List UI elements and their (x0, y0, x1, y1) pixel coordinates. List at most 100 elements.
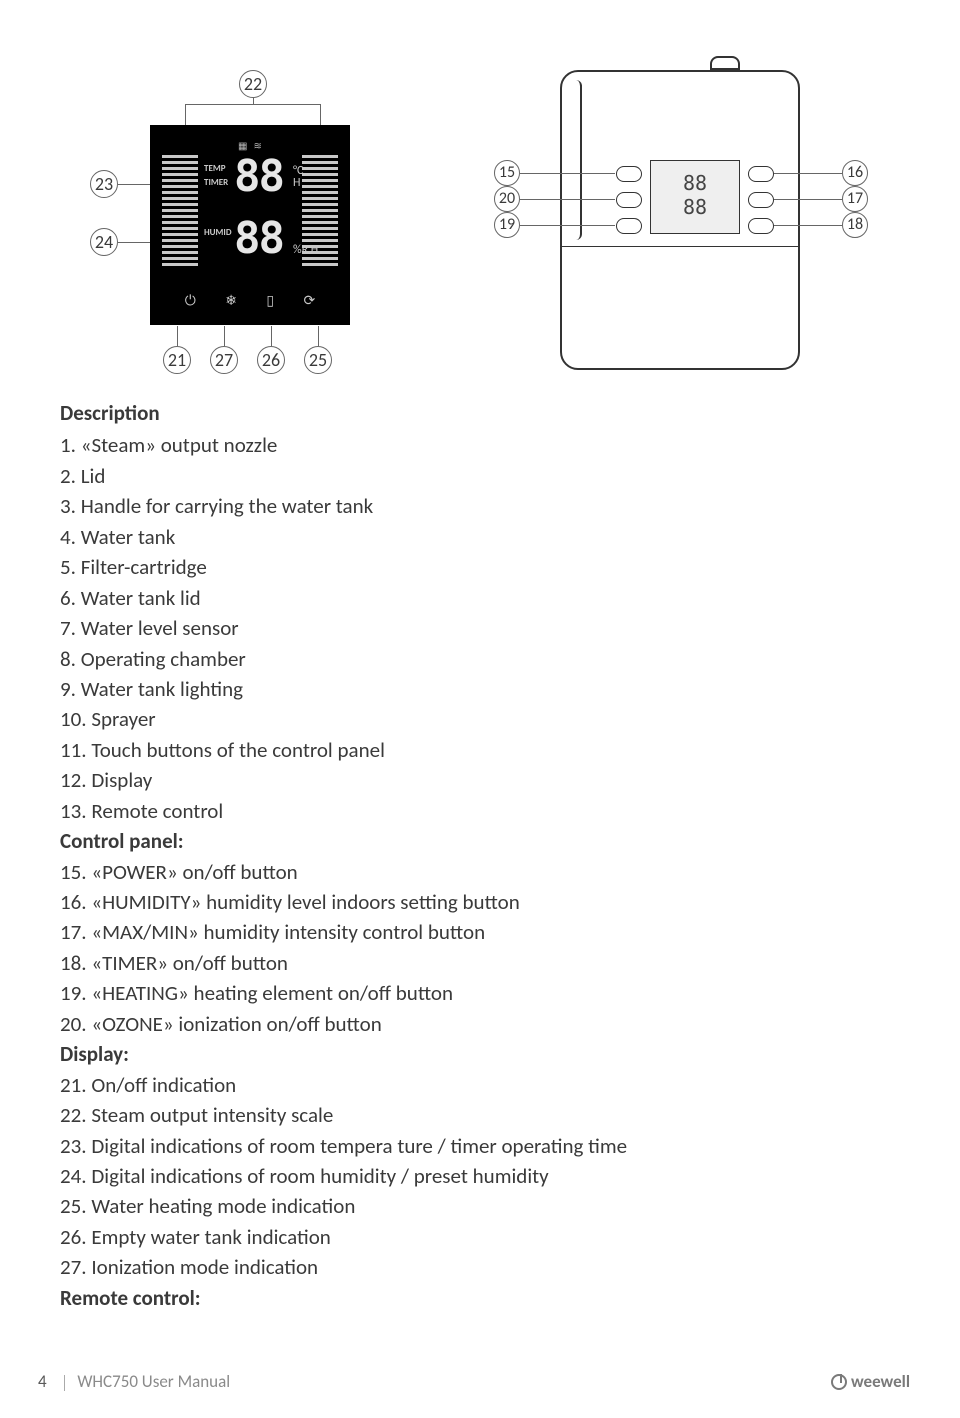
device-button-right-3 (748, 218, 774, 234)
callout-27: 27 (210, 346, 238, 374)
unit-hours: H (293, 177, 303, 189)
list-item: 13. Remote control (60, 796, 900, 826)
callout-23: 23 (90, 170, 118, 198)
callout-22: 22 (239, 70, 267, 98)
device-button-left-2 (616, 192, 642, 208)
callout-20-label: 20 (494, 186, 520, 212)
list-item: 23. Digital indications of room tempera … (60, 1131, 900, 1161)
leader-line (774, 173, 842, 174)
brand-logo: weewell (831, 1371, 910, 1392)
segment-bottom: 88 (234, 217, 283, 261)
callout-23-label: 23 (90, 170, 118, 198)
list-item: 19. «HEATING» heating element on/off but… (60, 978, 900, 1008)
list-item: 1. «Steam» output nozzle (60, 430, 900, 460)
mini-seg-bot: 88 (651, 195, 739, 219)
callout-15-label: 15 (494, 160, 520, 186)
list-item: 3. Handle for carrying the water tank (60, 491, 900, 521)
heading-remote-control: Remote control: (60, 1283, 900, 1313)
brand-text: weewell (851, 1371, 910, 1392)
leader-line (224, 326, 225, 346)
leader-line (520, 199, 615, 200)
list-item: 15. «POWER» on/off button (60, 857, 900, 887)
footer-divider (64, 1375, 65, 1391)
list-item: 24. Digital indications of room humidity… (60, 1161, 900, 1191)
list-item: 26. Empty water tank indication (60, 1222, 900, 1252)
device-button-left-1 (616, 166, 642, 182)
mini-seg-top: 88 (651, 171, 739, 195)
callout-19: 19 (494, 212, 520, 238)
heading-description: Description (60, 398, 900, 428)
nozzle (710, 56, 740, 70)
diagram-row: 22 23 24 21 27 26 25 ▦ (60, 40, 900, 380)
list-item: 11. Touch buttons of the control panel (60, 735, 900, 765)
list-item: 2. Lid (60, 461, 900, 491)
device-seam (560, 246, 800, 247)
callout-17: 17 (842, 186, 868, 212)
list-item: 9. Water tank lighting (60, 674, 900, 704)
callout-19-label: 19 (494, 212, 520, 238)
leader-line (318, 326, 319, 346)
leader-line (253, 97, 254, 105)
bottom-icons-row: ⏻ ❄ ▯ ⟳ (170, 292, 330, 309)
heading-display: Display: (60, 1039, 900, 1069)
leader-line (271, 326, 272, 346)
list-item: 20. «OZONE» ionization on/off button (60, 1009, 900, 1039)
mini-screen: 88 88 (650, 160, 740, 234)
unit-rh: %R H (293, 244, 318, 256)
footer-title: WHC750 User Manual (77, 1371, 230, 1392)
label-temp: TEMP (204, 163, 226, 174)
page-footer: 4 WHC750 User Manual weewell (38, 1371, 910, 1392)
list-item: 6. Water tank lid (60, 583, 900, 613)
ion-icon: ❄ (225, 292, 237, 309)
page-number: 4 (38, 1371, 47, 1392)
footer-left: 4 WHC750 User Manual (38, 1371, 230, 1392)
power-icon: ⏻ (185, 292, 196, 309)
leader-line (185, 104, 186, 126)
display-panel-diagram: 22 23 24 21 27 26 25 ▦ (60, 70, 420, 380)
callout-24: 24 (90, 228, 118, 256)
brand-mark-icon (831, 1374, 847, 1390)
callout-24-label: 24 (90, 228, 118, 256)
device-diagram: 88 88 15 20 19 16 17 18 (460, 50, 900, 380)
leader-line (177, 326, 178, 346)
list-item: 16. «HUMIDITY» humidity level indoors se… (60, 887, 900, 917)
callout-26: 26 (257, 346, 285, 374)
label-humid: HUMID (204, 227, 232, 238)
callout-16-label: 16 (842, 160, 868, 186)
list-item: 17. «MAX/MIN» humidity intensity control… (60, 917, 900, 947)
leader-line (520, 225, 615, 226)
list-item: 4. Water tank (60, 522, 900, 552)
callout-20: 20 (494, 186, 520, 212)
list-item: 18. «TIMER» on/off button (60, 948, 900, 978)
list-item: 25. Water heating mode indication (60, 1191, 900, 1221)
device-button-right-1 (748, 166, 774, 182)
callout-26-label: 26 (257, 346, 285, 374)
label-timer: TIMER (204, 177, 228, 188)
callout-25-label: 25 (304, 346, 332, 374)
callout-21-label: 21 (163, 346, 191, 374)
callout-16: 16 (842, 160, 868, 186)
segment-top: 88 (234, 155, 283, 199)
list-item: 21. On/off indication (60, 1070, 900, 1100)
heading-control-panel: Control panel: (60, 826, 900, 856)
display-panel: ▦ ≋ TEMP TIMER 88 °C H (150, 125, 350, 325)
list-item: 27. Ionization mode indication (60, 1252, 900, 1282)
list-item: 22. Steam output intensity scale (60, 1100, 900, 1130)
device-button-left-3 (616, 218, 642, 234)
list-item: 5. Filter-cartridge (60, 552, 900, 582)
leader-line (774, 225, 842, 226)
list-item: 12. Display (60, 765, 900, 795)
list-item: 10. Sprayer (60, 704, 900, 734)
callout-27-label: 27 (210, 346, 238, 374)
list-item: 8. Operating chamber (60, 644, 900, 674)
page-root: 22 23 24 21 27 26 25 ▦ (0, 0, 960, 1418)
display-inner: ▦ ≋ TEMP TIMER 88 °C H (160, 135, 340, 315)
callout-22-label: 22 (239, 70, 267, 98)
handle-grip (570, 80, 582, 240)
leader-line (774, 199, 842, 200)
tank-icon: ▯ (266, 292, 274, 309)
callout-21: 21 (163, 346, 191, 374)
segment-row-bottom: 88 %R H (234, 217, 318, 261)
scale-bars-left (162, 155, 198, 269)
callout-25: 25 (304, 346, 332, 374)
